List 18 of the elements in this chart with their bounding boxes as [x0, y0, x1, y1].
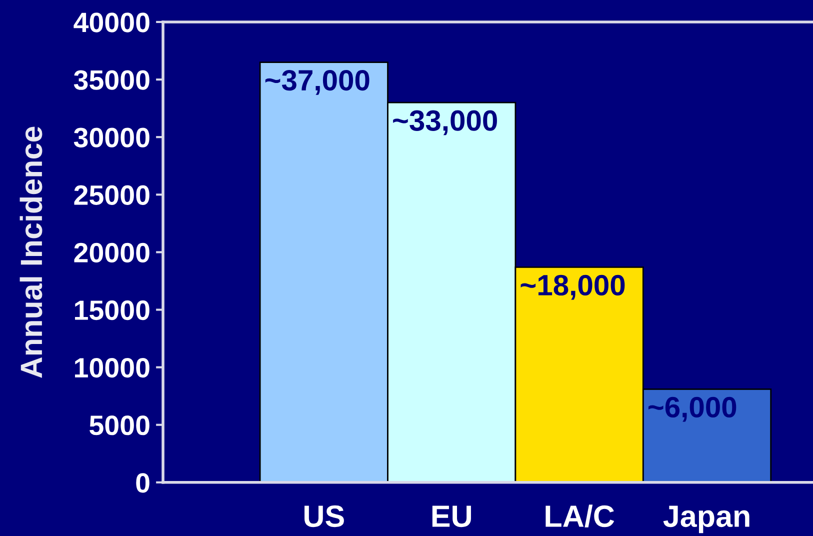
annotation: ~37,000 — [265, 70, 370, 95]
y-tick-label: 15000 — [75, 300, 150, 320]
x-tick-label: LA/C — [546, 504, 614, 528]
y-tick-label: 40000 — [74, 12, 150, 32]
y-tick-label: 5000 — [90, 416, 150, 436]
annotation: ~6,000 — [648, 396, 736, 422]
y-tick-label: 20000 — [74, 242, 150, 263]
y-tick-label: 0 — [136, 473, 150, 493]
x-tick-label: EU — [432, 506, 471, 528]
annotation: ~33,000 — [393, 110, 497, 136]
y-tick-label: 35000 — [74, 70, 150, 90]
y-tick-label: 10000 — [75, 358, 150, 378]
x-tick-label: Japan — [663, 506, 750, 534]
y-tick-label: 30000 — [74, 128, 150, 148]
y-tick-label: 25000 — [74, 185, 150, 205]
x-tick-label: US — [304, 505, 344, 528]
annotation: ~18,000 — [520, 274, 625, 300]
y-axis-title: Annual Incidence — [20, 126, 42, 378]
